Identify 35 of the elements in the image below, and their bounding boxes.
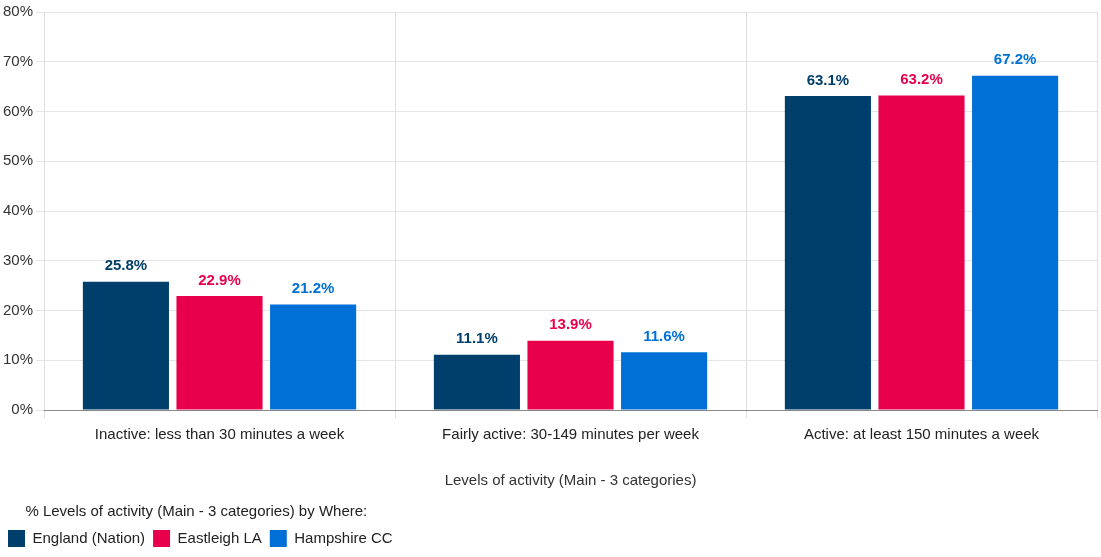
bar xyxy=(82,281,169,410)
x-axis-title: Levels of activity (Main - 3 categories) xyxy=(444,471,697,489)
x-tick-label: Fairly active: 30-149 minutes per week xyxy=(442,425,700,443)
data-label: 63.2% xyxy=(900,70,943,88)
bar xyxy=(972,75,1059,410)
legend-title: % Levels of activity (Main - 3 categories) by Where: xyxy=(25,501,368,519)
y-tick-label: 40% xyxy=(2,201,34,219)
y-tick-label: 0% xyxy=(11,400,34,418)
data-label: 13.9% xyxy=(549,315,592,333)
legend-label: Eastleigh LA xyxy=(177,528,262,546)
x-tick-label: Inactive: less than 30 minutes a week xyxy=(94,425,345,443)
bar xyxy=(176,296,263,410)
y-tick-label: 20% xyxy=(2,300,34,318)
y-tick-label: 60% xyxy=(2,101,34,119)
bar xyxy=(784,96,871,410)
data-label: 22.9% xyxy=(198,270,241,288)
data-label: 25.8% xyxy=(104,256,148,274)
data-label: 63.1% xyxy=(806,70,850,88)
data-label: 11.6% xyxy=(643,326,685,344)
data-label: 11.1% xyxy=(456,329,498,347)
y-tick-label: 30% xyxy=(2,250,34,268)
x-tick-label: Active: at least 150 minutes a week xyxy=(803,425,1040,443)
bar xyxy=(527,340,614,410)
y-tick-label: 70% xyxy=(2,51,34,69)
legend-label: Hampshire CC xyxy=(294,528,393,546)
data-label: 21.2% xyxy=(291,279,335,297)
bar xyxy=(621,352,708,410)
bar xyxy=(878,95,965,410)
y-tick-label: 10% xyxy=(2,350,34,368)
data-label: 67.2% xyxy=(993,50,1037,68)
y-tick-label: 50% xyxy=(2,151,34,169)
y-tick-label: 80% xyxy=(2,2,34,20)
legend-label: England (Nation) xyxy=(32,528,146,546)
bar xyxy=(270,304,357,410)
bar xyxy=(433,354,520,410)
